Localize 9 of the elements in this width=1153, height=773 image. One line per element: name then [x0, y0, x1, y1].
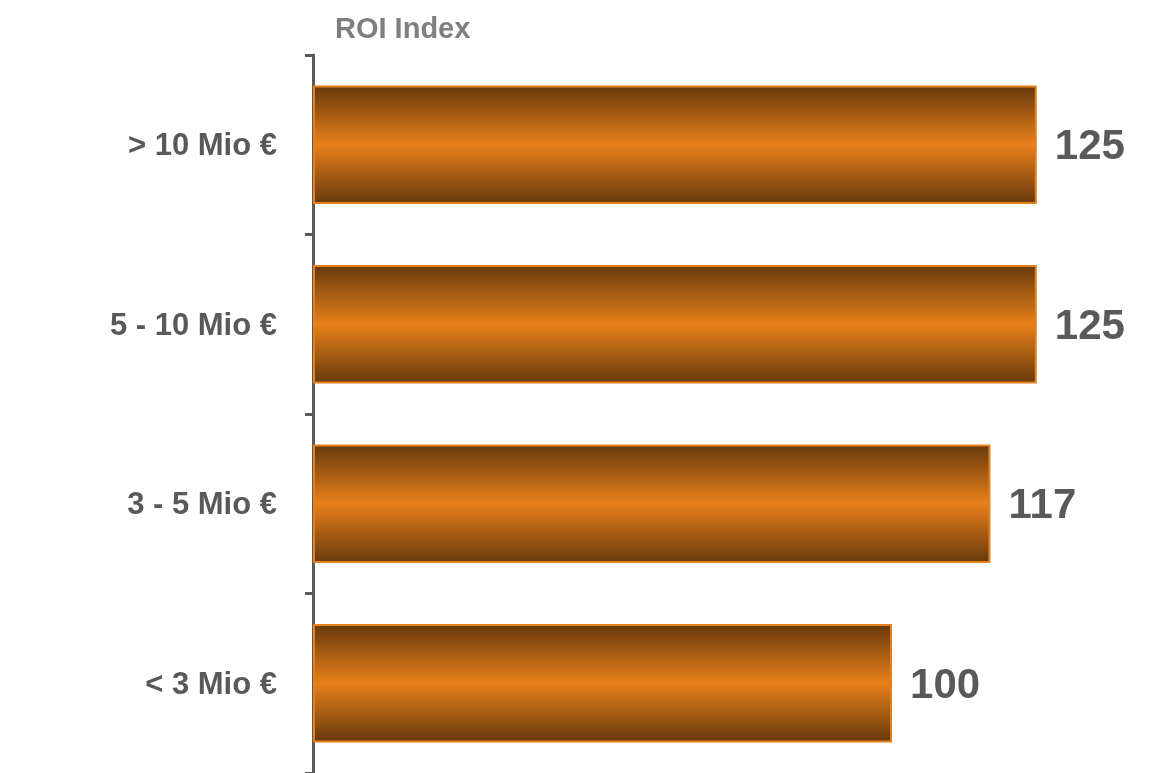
chart-title: ROI Index: [335, 11, 471, 44]
data-label: 117: [1008, 480, 1077, 528]
y-tick-label: < 3 Mio €: [145, 665, 277, 701]
y-tick-label: > 10 Mio €: [127, 127, 277, 163]
y-tick-label: 5 - 10 Mio €: [109, 306, 277, 342]
data-label: 125: [1054, 300, 1125, 348]
data-label: 125: [1054, 121, 1125, 169]
y-tick-label: 3 - 5 Mio €: [127, 486, 277, 522]
data-label: 100: [910, 659, 981, 707]
